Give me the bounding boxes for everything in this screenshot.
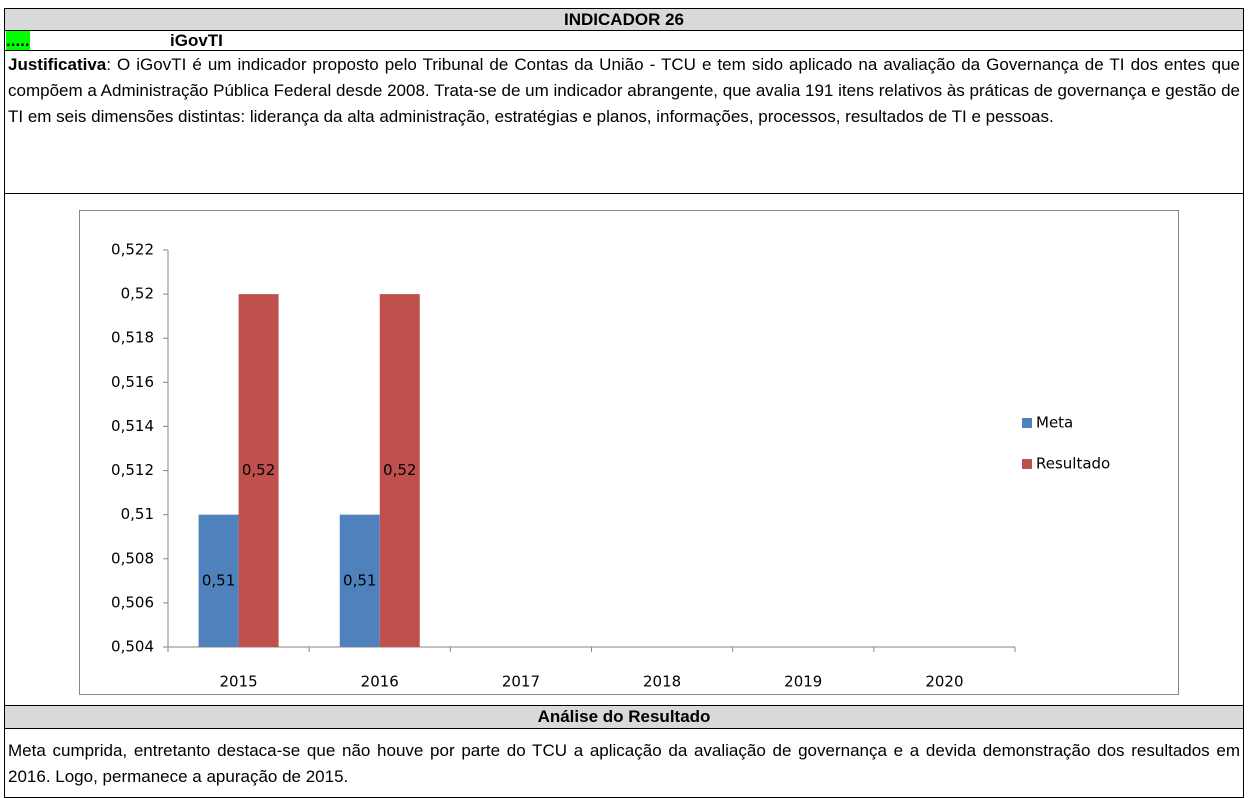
legend-label: Resultado [1036, 455, 1110, 473]
indicator-title: INDICADOR 26 [564, 10, 684, 29]
y-tick-label: 0,516 [111, 373, 154, 391]
marker: ..... [6, 31, 30, 50]
analysis-text: Meta cumprida, entretanto destaca-se que… [8, 741, 1240, 786]
analysis-title: Análise do Resultado [537, 707, 711, 726]
legend-swatch [1022, 459, 1032, 469]
data-label: 0,52 [242, 461, 275, 479]
x-tick-label: 2016 [361, 673, 399, 691]
y-tick-label: 0,522 [111, 241, 154, 259]
y-tick-label: 0,52 [121, 285, 154, 303]
x-tick-label: 2017 [502, 673, 540, 691]
data-label: 0,52 [383, 461, 416, 479]
x-tick-label: 2020 [925, 673, 963, 691]
y-tick-label: 0,506 [111, 593, 154, 611]
legend-label: Meta [1036, 414, 1073, 432]
indicator-name: iGovTI [170, 31, 223, 50]
analysis-header: Análise do Resultado [4, 705, 1244, 729]
data-label: 0,51 [202, 571, 235, 589]
y-tick-label: 0,512 [111, 461, 154, 479]
justification-label: Justificativa [8, 55, 107, 74]
y-tick-label: 0,518 [111, 329, 154, 347]
y-tick-label: 0,514 [111, 417, 154, 435]
chart-frame [79, 210, 1179, 695]
x-tick-label: 2019 [784, 673, 822, 691]
legend-swatch [1022, 418, 1032, 428]
y-tick-label: 0,51 [121, 505, 154, 523]
bar [339, 514, 380, 647]
x-tick-label: 2015 [219, 673, 257, 691]
justification-row: Justificativa: O iGovTI é um indicador p… [4, 50, 1244, 194]
bar [379, 294, 420, 647]
x-tick-label: 2018 [643, 673, 681, 691]
y-tick-label: 0,504 [111, 638, 154, 656]
data-label: 0,51 [343, 571, 376, 589]
bar [238, 294, 279, 647]
bar [198, 514, 239, 647]
y-tick-label: 0,508 [111, 549, 154, 567]
justification-text: : O iGovTI é um indicador proposto pelo … [8, 55, 1240, 126]
